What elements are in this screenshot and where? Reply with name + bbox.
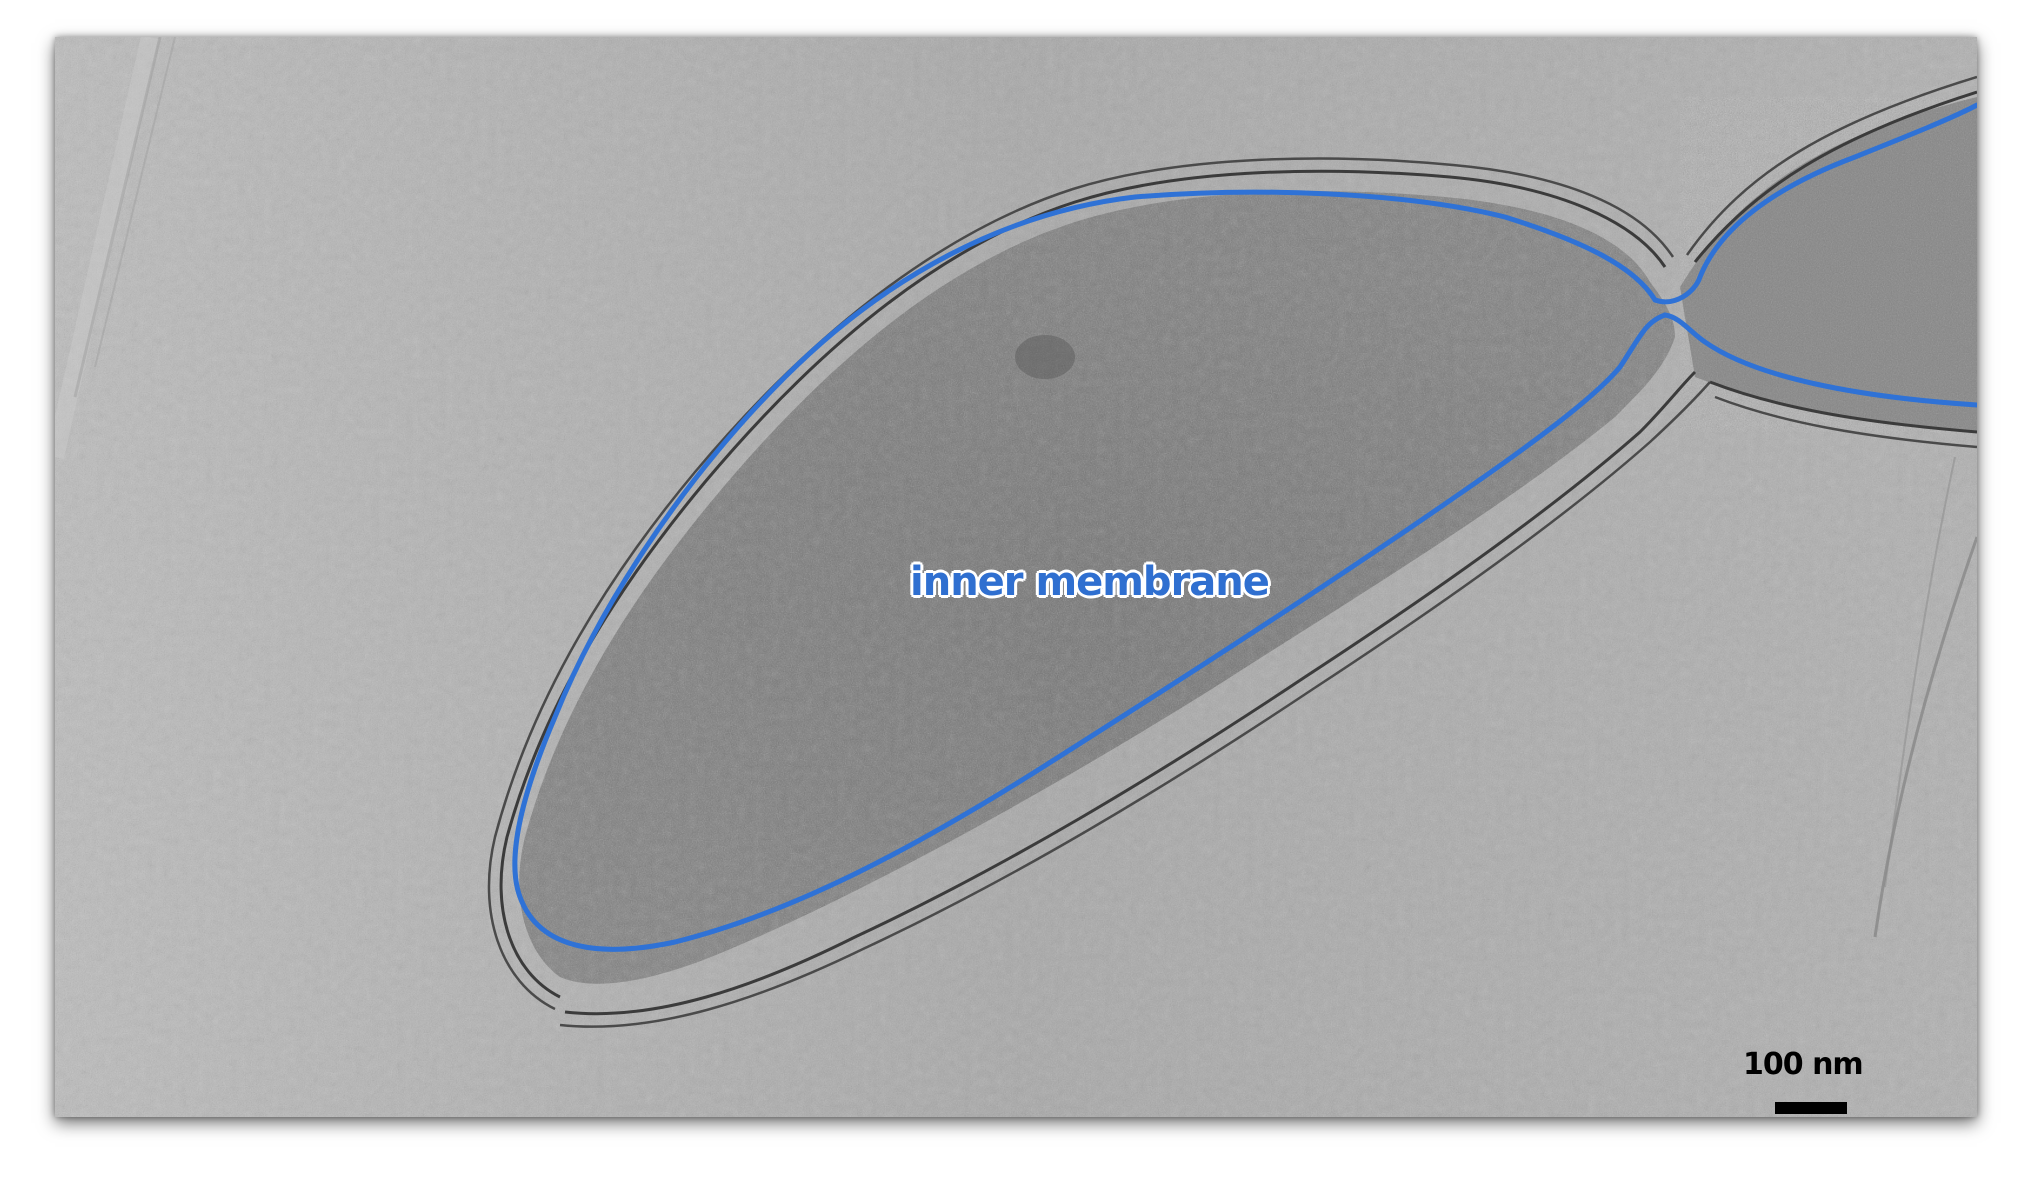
scale-bar-label: 100 nm <box>1743 1047 1864 1082</box>
inner-membrane-trace <box>512 189 1668 952</box>
micrograph-frame: inner membrane 100 nm <box>55 37 1977 1117</box>
cryo-em-micrograph <box>55 37 1977 1117</box>
scale-bar <box>1775 1102 1847 1114</box>
inner-membrane-label: inner membrane <box>910 559 1270 605</box>
